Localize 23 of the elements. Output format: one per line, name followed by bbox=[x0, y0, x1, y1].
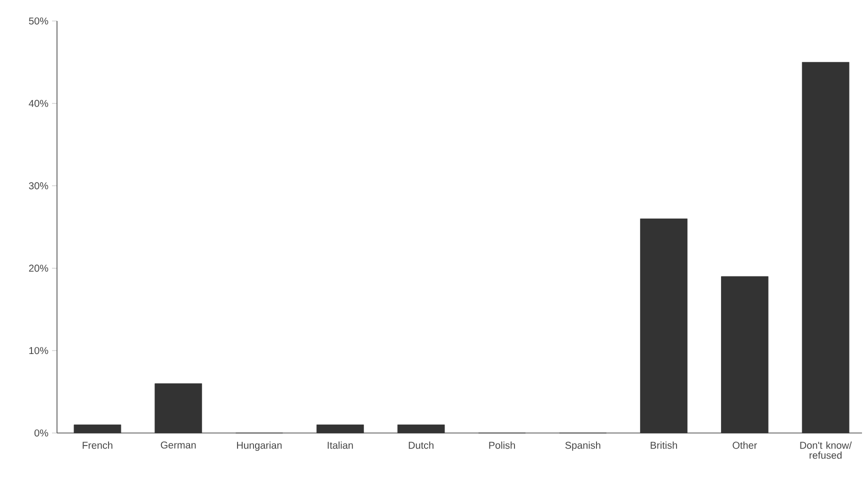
x-tick-label: Don't know/ refused bbox=[800, 442, 852, 459]
y-tick-label: 30% bbox=[28, 182, 48, 190]
x-tick-label: Hungarian bbox=[237, 442, 282, 451]
bar bbox=[316, 424, 364, 434]
x-tick-label: French bbox=[82, 442, 112, 449]
bar bbox=[74, 424, 122, 434]
y-tick-label: 20% bbox=[29, 264, 48, 272]
x-tick-label: Spanish bbox=[565, 442, 600, 451]
bar bbox=[721, 276, 768, 434]
y-tick-label: 10% bbox=[29, 347, 48, 354]
x-tick-label: Other bbox=[732, 442, 757, 449]
x-tick-label: German bbox=[160, 442, 196, 449]
x-tick-label: Polish bbox=[489, 442, 515, 449]
x-tick-label: Italian bbox=[328, 442, 353, 449]
bar bbox=[640, 218, 688, 434]
x-tick-label: British bbox=[650, 442, 677, 449]
x-tick-label: Dutch bbox=[408, 442, 434, 449]
bar bbox=[154, 383, 202, 434]
bar bbox=[397, 424, 445, 434]
y-tick-label: 50% bbox=[28, 17, 48, 25]
bar bbox=[802, 62, 850, 434]
y-tick-label: 0% bbox=[34, 429, 48, 437]
y-tick-label: 40% bbox=[28, 100, 48, 107]
